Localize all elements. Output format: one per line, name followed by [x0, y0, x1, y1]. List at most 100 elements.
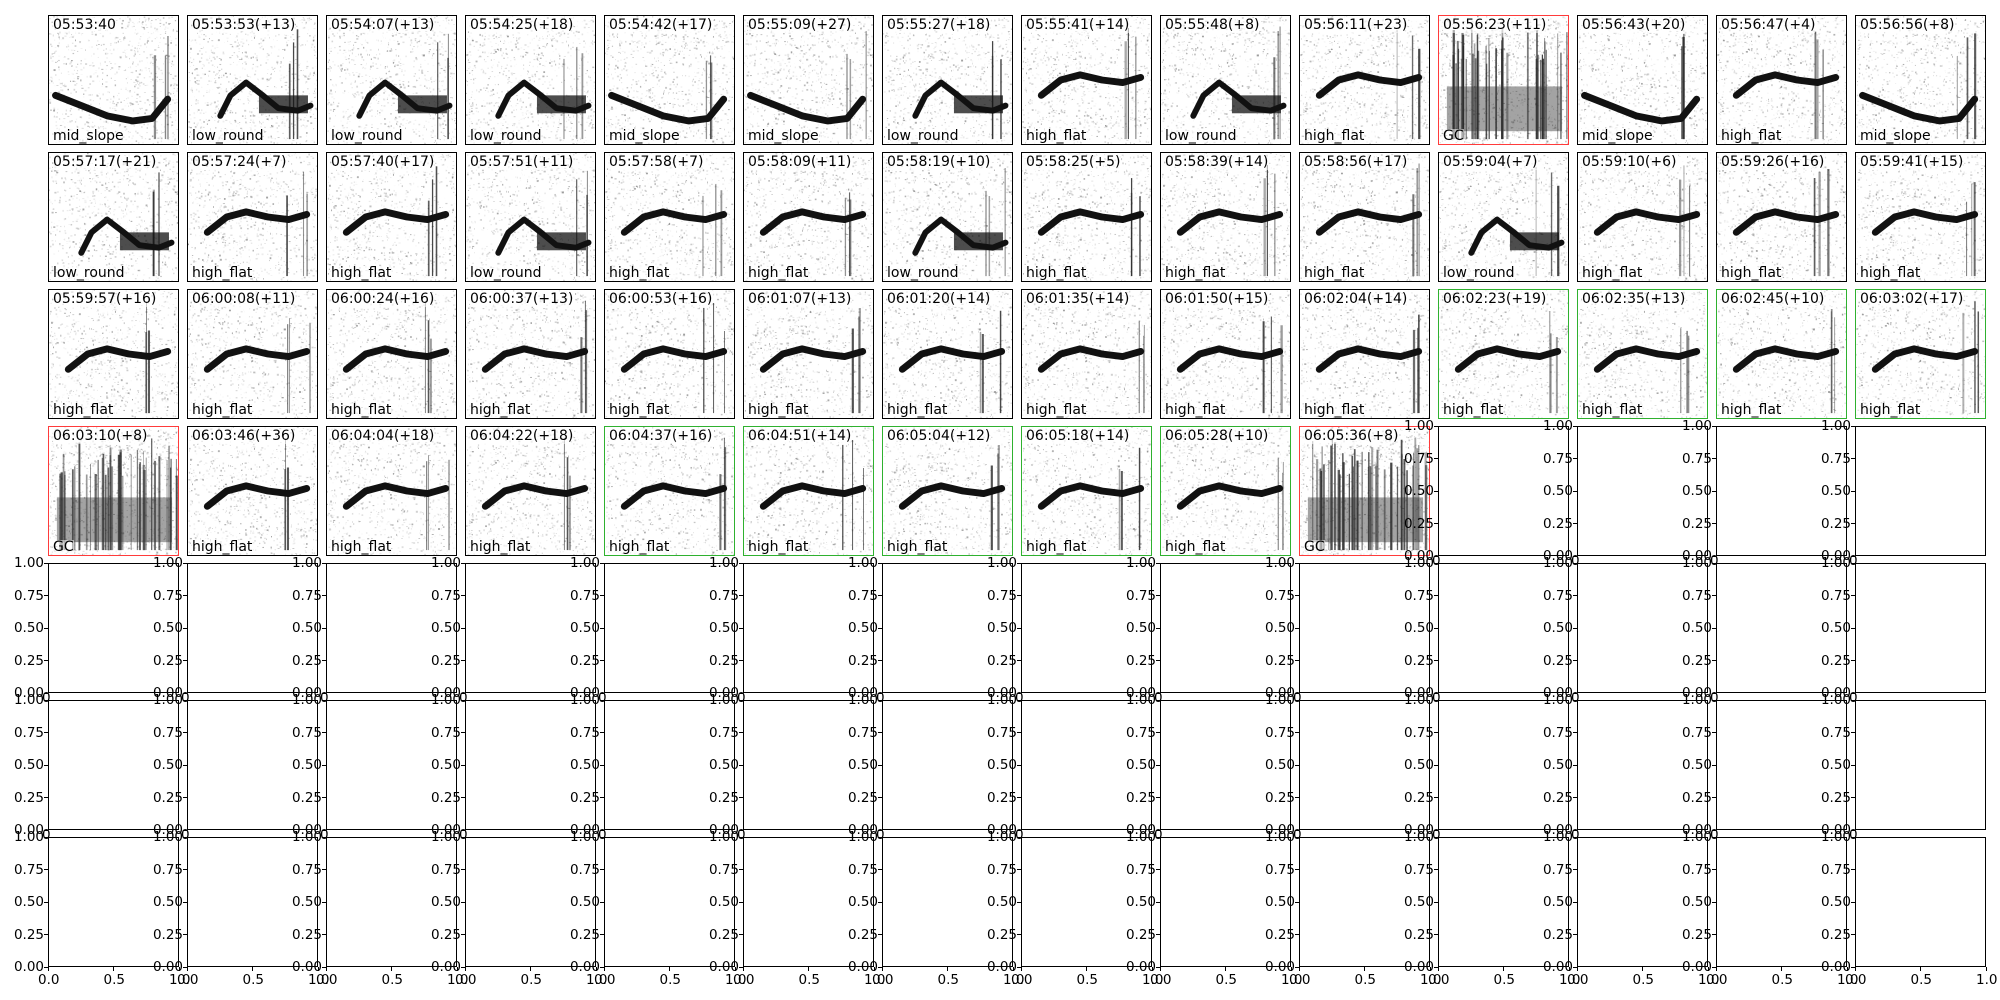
y-tick-label: 1.00 — [284, 693, 322, 707]
y-tick-mark — [1295, 869, 1299, 870]
y-tick-mark — [1434, 458, 1438, 459]
x-tick-label: 0.0 — [1293, 828, 1302, 842]
call-band-36 — [1176, 345, 1284, 373]
x-tick-label: 0.0 — [42, 828, 51, 842]
y-tick-label: 0.75 — [562, 726, 600, 740]
y-tick-mark — [1851, 458, 1855, 459]
y-tick-label: 0.50 — [1396, 895, 1434, 909]
y-tick-mark — [461, 627, 465, 629]
call-band-31 — [481, 345, 589, 373]
y-tick-mark — [44, 562, 48, 564]
panel-class-label: high_flat — [470, 540, 531, 555]
y-tick-mark — [878, 934, 882, 935]
y-tick-label: 0.50 — [1396, 621, 1434, 635]
y-tick-mark — [1851, 660, 1855, 661]
panel-time-label: 06:03:02(+17) — [1860, 291, 1964, 307]
y-tick-label: 0.25 — [423, 928, 461, 942]
noise-texture-5 — [744, 16, 873, 144]
y-tick-mark — [44, 836, 48, 838]
spectrogram-panel: 05:59:10(+6) high_flat — [1577, 152, 1708, 282]
y-tick-mark — [183, 934, 187, 935]
y-tick-mark — [878, 562, 882, 564]
panel-class-label: GC — [1304, 540, 1325, 555]
y-tick-label: 0.75 — [1396, 863, 1434, 877]
x-tick-label: 1.0 — [1142, 973, 1163, 987]
y-tick-label: 0.75 — [6, 589, 44, 603]
y-tick-mark — [1156, 797, 1160, 798]
x-tick-label: 0.0 — [1710, 828, 1719, 842]
y-tick-mark — [1295, 595, 1299, 596]
empty-axes — [882, 700, 1013, 830]
y-tick-mark — [1156, 901, 1160, 903]
spectrogram-panel: 06:05:18(+14) high_flat — [1021, 426, 1152, 556]
y-tick-label: 1.00 — [1257, 830, 1295, 844]
call-band-44 — [342, 482, 450, 510]
y-tick-mark — [1434, 699, 1438, 701]
x-tick-label: 0.0 — [1011, 973, 1032, 987]
x-tick-label: 0.0 — [1293, 691, 1302, 705]
y-tick-mark — [461, 934, 465, 935]
x-tick-mark — [1503, 967, 1504, 971]
y-tick-mark — [1712, 523, 1716, 524]
x-tick-label: 0.0 — [872, 973, 893, 987]
y-tick-label: 0.25 — [6, 654, 44, 668]
y-tick-label: 0.75 — [562, 863, 600, 877]
panel-time-label: 06:05:18(+14) — [1026, 428, 1130, 444]
y-tick-label: 0.00 — [562, 960, 600, 974]
y-tick-mark — [1851, 829, 1855, 831]
y-tick-mark — [1295, 797, 1299, 798]
spectrogram-panel: 05:55:09(+27) mid_slope — [743, 15, 874, 145]
x-tick-label: 0.0 — [1432, 828, 1441, 842]
spectrogram-panel: 05:53:53(+13) low_round — [187, 15, 318, 145]
vertical-streaks-2 — [437, 33, 449, 140]
panel-time-label: 06:04:51(+14) — [748, 428, 852, 444]
y-tick-mark — [1851, 595, 1855, 596]
x-tick-label: 0.0 — [1849, 691, 1858, 705]
y-tick-mark — [1851, 869, 1855, 870]
y-tick-mark — [44, 797, 48, 798]
y-tick-label: 0.50 — [1674, 758, 1712, 772]
y-tick-label: 0.50 — [1674, 484, 1712, 498]
y-tick-mark — [1434, 562, 1438, 564]
y-tick-mark — [1434, 425, 1438, 427]
vertical-streaks-18 — [702, 184, 723, 277]
y-tick-mark — [739, 764, 743, 766]
y-tick-mark — [44, 901, 48, 903]
call-band-27 — [1871, 208, 1979, 236]
y-tick-mark — [739, 692, 743, 694]
empty-axes — [743, 837, 874, 967]
spectrogram-image — [327, 16, 456, 144]
x-tick-label: 0.5 — [1494, 973, 1515, 987]
y-tick-mark — [1573, 934, 1577, 935]
spectrogram-panel: 06:00:24(+16) high_flat — [326, 289, 457, 419]
spectrogram-panel: 05:56:11(+23) high_flat — [1299, 15, 1430, 145]
y-tick-label: 1.00 — [1813, 830, 1851, 844]
y-tick-mark — [1712, 692, 1716, 694]
y-tick-label: 0.50 — [6, 758, 44, 772]
y-tick-label: 0.25 — [1535, 791, 1573, 805]
y-tick-mark — [739, 627, 743, 629]
gc-noise-block-10 — [1446, 86, 1563, 132]
spectrogram-panel: 06:02:35(+13) high_flat — [1577, 289, 1708, 419]
y-tick-mark — [461, 595, 465, 596]
y-tick-label: 0.50 — [1813, 895, 1851, 909]
y-tick-mark — [878, 660, 882, 661]
vertical-streaks-17 — [576, 170, 588, 277]
y-tick-mark — [1017, 627, 1021, 629]
x-tick-label: 0.5 — [1911, 973, 1932, 987]
panel-time-label: 05:56:47(+4) — [1721, 17, 1816, 33]
y-tick-label: 0.00 — [562, 823, 600, 837]
x-tick-mark — [1854, 967, 1856, 971]
y-tick-label: 0.75 — [1813, 452, 1851, 466]
vertical-streaks-34 — [979, 310, 1002, 414]
spectrogram-panel: 05:55:27(+18) low_round — [882, 15, 1013, 145]
spectrogram-image — [1300, 427, 1429, 555]
x-tick-label: 0.0 — [737, 691, 746, 705]
y-tick-label: 0.75 — [6, 863, 44, 877]
spectrogram-panel: 05:59:04(+7) low_round — [1438, 152, 1569, 282]
panel-class-label: high_flat — [331, 266, 392, 281]
spectrogram-image — [466, 427, 595, 555]
call-band-22 — [1176, 208, 1284, 236]
spectrogram-image — [188, 290, 317, 418]
